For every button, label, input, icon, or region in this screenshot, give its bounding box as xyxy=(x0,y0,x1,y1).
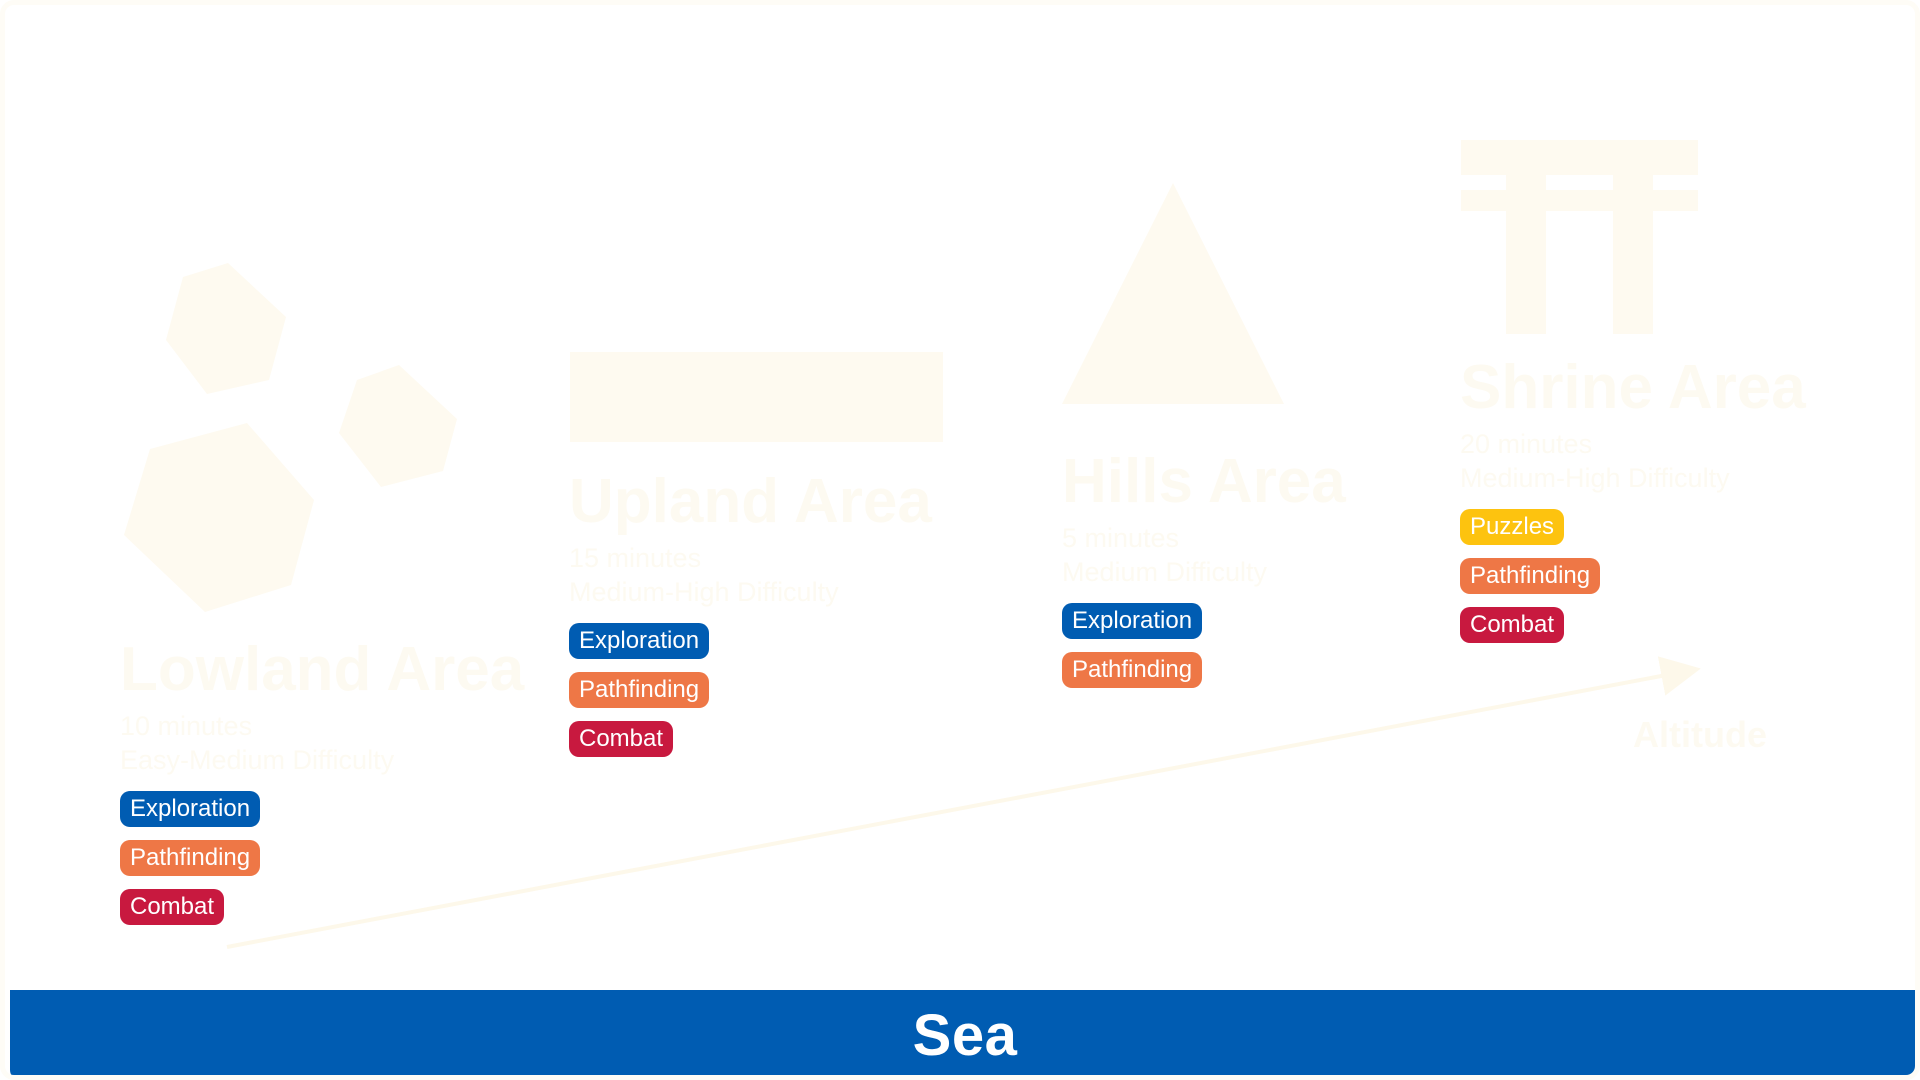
tag-combat: Combat xyxy=(120,889,225,925)
area-lowland: Lowland Area 10 minutes Easy-Medium Diff… xyxy=(120,639,524,938)
tag-combat: Combat xyxy=(1460,607,1565,643)
area-title: Upland Area xyxy=(569,467,932,536)
area-title: Lowland Area xyxy=(120,635,525,704)
area-duration: 15 minutes xyxy=(569,543,702,573)
tag-puzzles: Puzzles xyxy=(1460,509,1565,545)
tag-list: Puzzles Pathfinding Combat xyxy=(1460,509,1806,643)
hexagons-icon xyxy=(124,263,457,612)
sea-bar: Sea xyxy=(10,990,1915,1075)
altitude-label: Altitude xyxy=(1633,714,1767,755)
tag-combat: Combat xyxy=(569,721,674,757)
area-duration: 5 minutes xyxy=(1062,523,1180,553)
tag-exploration: Exploration xyxy=(1062,603,1203,639)
tag-list: Exploration Pathfinding Combat xyxy=(569,623,932,757)
area-duration: 10 minutes xyxy=(120,711,253,741)
area-shrine: Shrine Area 20 minutes Medium-High Diffi… xyxy=(1460,357,1806,656)
area-difficulty: Easy-Medium Difficulty xyxy=(120,745,395,775)
tag-exploration: Exploration xyxy=(569,623,710,659)
tag-pathfinding: Pathfinding xyxy=(569,672,710,708)
area-upland: Upland Area 15 minutes Medium-High Diffi… xyxy=(569,471,932,770)
plateau-icon xyxy=(570,352,943,442)
tag-list: Exploration Pathfinding Combat xyxy=(120,791,524,925)
area-hills: Hills Area 5 minutes Medium Difficulty E… xyxy=(1062,451,1346,701)
tag-exploration: Exploration xyxy=(120,791,261,827)
decorations xyxy=(124,140,1701,949)
altitude-arrow-icon xyxy=(226,656,1701,949)
tag-pathfinding: Pathfinding xyxy=(1460,558,1601,594)
tag-pathfinding: Pathfinding xyxy=(120,840,261,876)
area-duration: 20 minutes xyxy=(1460,429,1593,459)
area-difficulty: Medium Difficulty xyxy=(1062,557,1268,587)
tag-list: Exploration Pathfinding xyxy=(1062,603,1346,688)
area-difficulty: Medium-High Difficulty xyxy=(1460,463,1730,493)
mountain-icon xyxy=(1062,183,1284,404)
area-title: Shrine Area xyxy=(1460,353,1806,422)
area-difficulty: Medium-High Difficulty xyxy=(569,577,839,607)
torii-gate-icon xyxy=(1461,140,1698,334)
tag-pathfinding: Pathfinding xyxy=(1062,652,1203,688)
sea-label: Sea xyxy=(912,1002,1018,1068)
area-title: Hills Area xyxy=(1062,447,1346,516)
